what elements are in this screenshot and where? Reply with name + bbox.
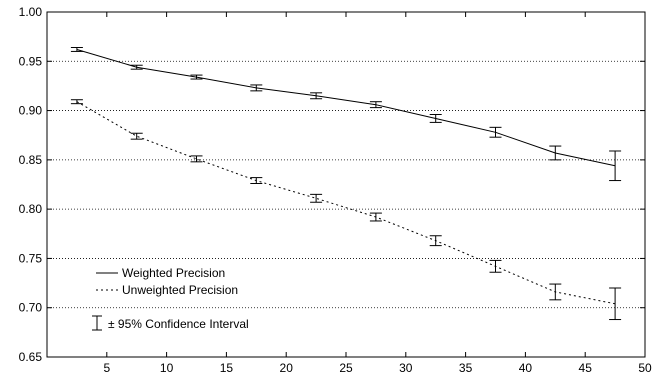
legend-label-ci: ± 95% Confidence Interval	[108, 317, 249, 331]
error-bar	[489, 259, 502, 273]
error-bar	[609, 150, 622, 182]
error-bar	[310, 92, 323, 100]
x-tick-label: 20	[280, 361, 294, 375]
grid-layer	[47, 60, 645, 309]
x-tick-label: 50	[638, 361, 652, 375]
x-tick-label: 35	[459, 361, 473, 375]
error-bar	[250, 177, 263, 185]
y-tick-label: 0.95	[19, 54, 43, 68]
series-line-unweighted	[76, 101, 616, 305]
error-bar	[429, 114, 442, 123]
error-bar	[190, 74, 203, 80]
error-bar	[489, 126, 502, 138]
y-tick-label: 0.70	[19, 301, 43, 315]
x-tick-label: 5	[103, 361, 110, 375]
error-bar	[130, 64, 143, 70]
plot-frame	[46, 11, 646, 358]
error-bar	[369, 101, 382, 109]
error-bar	[70, 46, 83, 52]
error-bar	[549, 145, 562, 161]
error-bar	[70, 99, 83, 105]
x-tick-label: 45	[579, 361, 593, 375]
error-bar	[190, 155, 203, 163]
y-tick-label: 0.80	[19, 202, 43, 216]
error-bar	[549, 283, 562, 301]
y-tick-label: 0.75	[19, 251, 43, 265]
x-tick-label: 40	[519, 361, 533, 375]
y-tick-label: 0.65	[19, 350, 43, 364]
legend-label-weighted: Weighted Precision	[122, 266, 225, 280]
error-bar	[310, 193, 323, 203]
ticks-layer: 0.65 0.70 0.75 0.80 0.85 0.90 0.95 1.00 5 10 15 20 2…	[19, 5, 652, 375]
x-tick-label: 10	[160, 361, 174, 375]
error-bar	[609, 287, 622, 321]
error-bar	[429, 235, 442, 247]
legend: Weighted Precision Unweighted Precision …	[92, 266, 249, 331]
legend-ci-symbol	[92, 315, 102, 331]
series-layer	[70, 46, 622, 321]
error-bar	[130, 132, 143, 140]
series-line-weighted	[76, 49, 616, 167]
y-tick-label: 0.85	[19, 153, 43, 167]
x-tick-label: 15	[220, 361, 234, 375]
legend-label-unweighted: Unweighted Precision	[122, 283, 238, 297]
y-tick-label: 0.90	[19, 104, 43, 118]
error-bar	[250, 84, 263, 92]
x-tick-label: 30	[399, 361, 413, 375]
y-tick-label: 1.00	[19, 5, 43, 19]
x-tick-label: 25	[339, 361, 353, 375]
error-bar	[369, 212, 382, 222]
